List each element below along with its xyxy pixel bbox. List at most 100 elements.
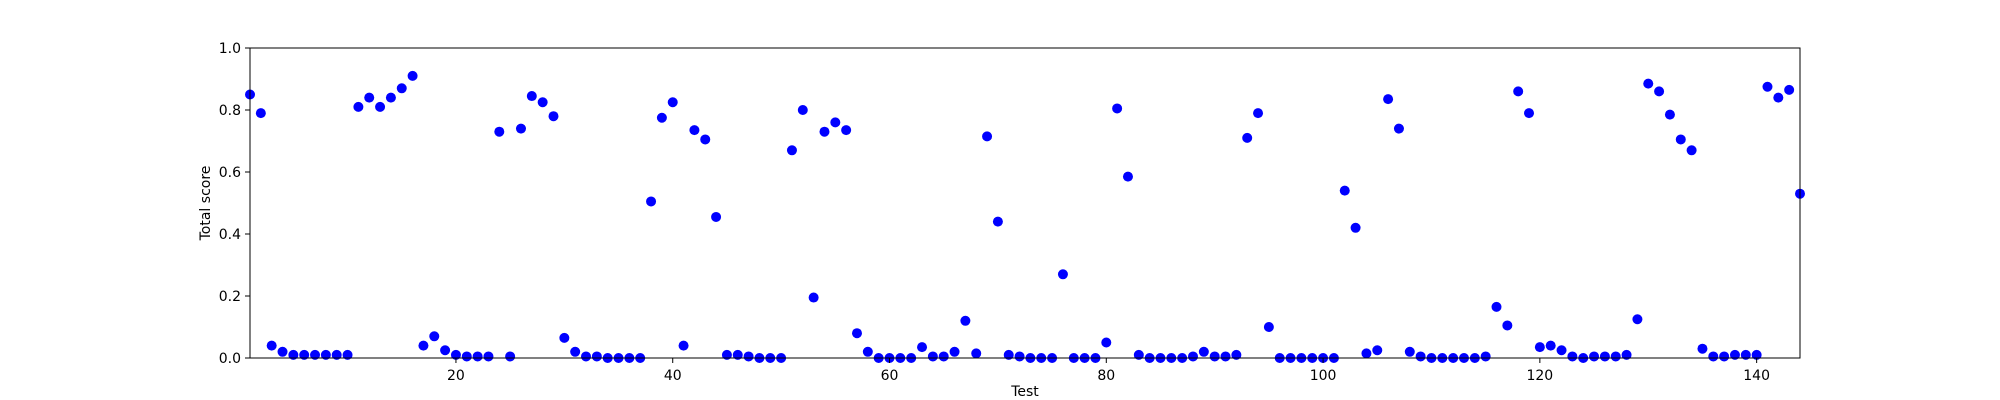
data-point	[1751, 349, 1762, 360]
data-point	[255, 108, 266, 119]
data-point	[1231, 349, 1242, 360]
data-point	[1632, 314, 1643, 325]
data-point	[1198, 346, 1209, 357]
data-points	[245, 70, 1805, 363]
data-point	[537, 97, 548, 108]
data-point	[841, 125, 852, 136]
x-tick-label: 20	[447, 368, 465, 384]
data-point	[1589, 351, 1600, 362]
data-point	[1513, 86, 1524, 97]
data-point	[364, 92, 375, 103]
data-point	[1101, 337, 1112, 348]
data-point	[1057, 269, 1068, 280]
data-point	[971, 348, 982, 359]
data-point	[1740, 349, 1751, 360]
data-point	[960, 315, 971, 326]
y-tick-label: 0.6	[219, 165, 241, 181]
data-point	[830, 117, 841, 128]
data-point	[1209, 351, 1220, 362]
data-point	[320, 349, 331, 360]
data-point	[927, 351, 938, 362]
data-point	[851, 328, 862, 339]
y-axis-label: Total score	[198, 166, 214, 242]
data-point	[646, 196, 657, 207]
data-point	[331, 349, 342, 360]
data-point	[1383, 94, 1394, 105]
data-point	[450, 349, 461, 360]
data-point	[1263, 322, 1274, 332]
data-point	[721, 349, 732, 360]
data-point	[1784, 84, 1795, 95]
data-point	[797, 105, 808, 115]
data-point	[385, 92, 396, 103]
data-point	[429, 331, 440, 342]
y-axis-ticks: 0.0 0.2 0.4 0.6 0.8 1.0	[219, 41, 250, 367]
data-point	[819, 126, 830, 137]
data-point	[1404, 346, 1415, 357]
data-point	[1697, 343, 1708, 354]
data-point	[1567, 351, 1578, 362]
data-point	[689, 125, 700, 136]
data-point	[1242, 132, 1253, 143]
data-point	[1556, 345, 1567, 356]
data-point	[396, 83, 407, 94]
data-point	[1654, 86, 1665, 97]
data-point	[982, 131, 993, 142]
data-point	[949, 346, 960, 357]
data-point	[1372, 345, 1383, 356]
data-point	[1708, 351, 1719, 362]
data-point	[1220, 351, 1231, 362]
data-point	[1253, 108, 1264, 119]
data-point	[1361, 348, 1372, 359]
data-point	[786, 145, 797, 156]
data-point	[1112, 103, 1123, 114]
data-point	[917, 342, 928, 353]
data-point	[277, 346, 288, 357]
data-point	[299, 349, 310, 360]
data-point	[1133, 349, 1144, 360]
data-point	[1621, 349, 1632, 360]
data-point	[342, 349, 353, 360]
data-point	[570, 346, 581, 357]
data-point	[1664, 109, 1675, 120]
data-point	[1502, 320, 1513, 331]
data-point	[515, 123, 526, 134]
data-point	[808, 292, 819, 303]
data-point	[1643, 78, 1654, 89]
x-axis-ticks: 20 40 60 80 100 120 140	[447, 358, 1770, 384]
data-point	[656, 112, 667, 123]
x-tick-label: 100	[1310, 368, 1337, 384]
data-point	[667, 97, 678, 108]
data-point	[1686, 145, 1697, 156]
data-point	[266, 340, 277, 351]
data-point	[591, 351, 602, 362]
data-point	[1729, 349, 1740, 360]
data-point	[938, 351, 949, 362]
data-point	[1350, 222, 1361, 233]
x-tick-label: 140	[1743, 368, 1770, 384]
y-tick-label: 0.4	[219, 227, 241, 243]
data-point	[1188, 351, 1199, 362]
x-tick-label: 80	[1097, 368, 1115, 384]
data-point	[353, 101, 364, 112]
data-point	[526, 91, 537, 102]
data-point	[992, 216, 1003, 227]
data-point	[494, 126, 505, 137]
data-point	[1122, 171, 1133, 182]
x-tick-label: 120	[1526, 368, 1553, 384]
data-point	[1339, 185, 1350, 196]
data-point	[581, 351, 592, 362]
data-point	[548, 111, 559, 122]
data-point	[559, 332, 570, 343]
data-point	[1524, 108, 1535, 119]
data-point	[1762, 81, 1773, 92]
y-tick-label: 0.8	[219, 103, 241, 119]
data-point	[440, 345, 451, 356]
data-point	[743, 351, 754, 362]
data-point	[1599, 351, 1610, 362]
y-tick-label: 0.0	[219, 351, 241, 367]
data-point	[1491, 301, 1502, 312]
data-point	[1719, 351, 1730, 362]
data-point	[711, 211, 722, 222]
